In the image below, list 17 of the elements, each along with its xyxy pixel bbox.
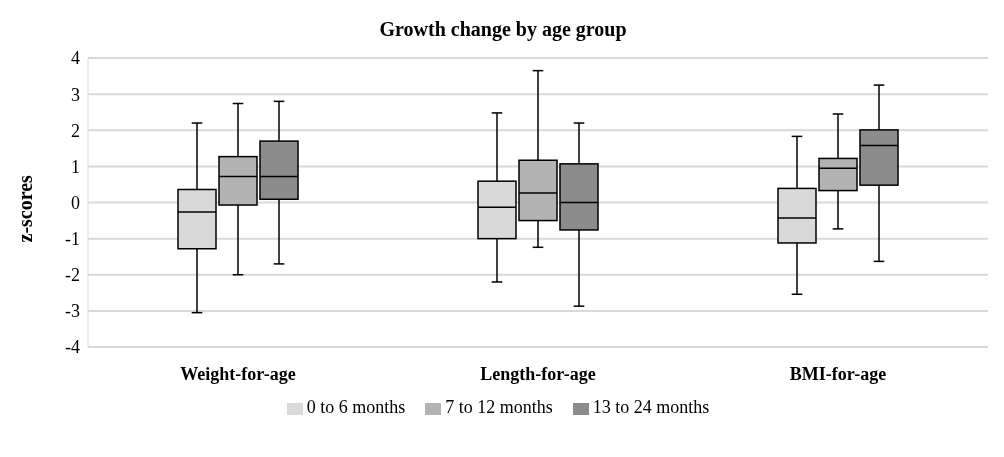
legend-label: 13 to 24 months xyxy=(592,397,710,417)
y-tick-label: 3 xyxy=(71,84,80,105)
x-tick-label: Weight-for-age xyxy=(180,363,296,384)
y-tick-label: -1 xyxy=(65,229,80,250)
legend-label: 7 to 12 months xyxy=(445,397,553,417)
chart-title: Growth change by age group xyxy=(378,18,628,43)
y-axis-title: z-scores xyxy=(14,174,37,243)
y-tick-label: 0 xyxy=(71,192,80,213)
y-tick-label: 2 xyxy=(71,120,80,141)
y-tick-label: 1 xyxy=(71,156,80,177)
x-tick-label: Length-for-age xyxy=(480,363,596,384)
y-tick-label: 4 xyxy=(71,48,80,69)
y-tick-label: -3 xyxy=(65,301,80,322)
legend-label: 0 to 6 months xyxy=(306,397,406,417)
y-tick-label: -4 xyxy=(65,337,80,358)
x-tick-label: BMI-for-age xyxy=(789,363,887,384)
y-tick-label: -2 xyxy=(65,265,80,286)
